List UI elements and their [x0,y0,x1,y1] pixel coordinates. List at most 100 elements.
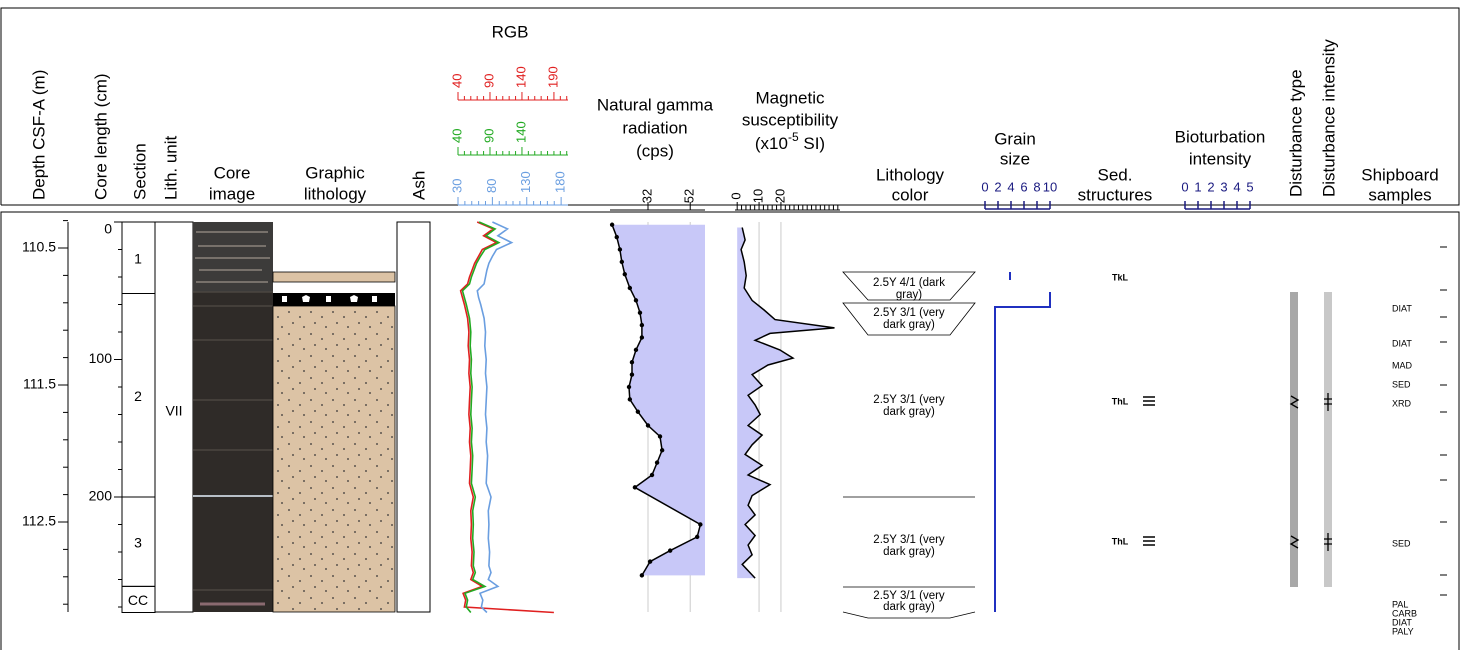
gamma-point [647,559,653,564]
column-header: lithology [304,184,367,203]
rgb-tick-label: 90 [481,129,496,143]
rgb-curve [459,221,554,614]
lithology-color-text: 2.5Y 4/1 (dark [873,277,945,289]
bioturbation-tick-label: 1 [1194,179,1201,194]
column-header: Lith. unit [161,135,180,200]
sample-label: XRD [1392,398,1412,408]
column-header: Sed. [1098,165,1133,184]
sed-structure: ThL [1112,396,1129,406]
gamma-point [633,298,639,303]
column-header: RGB [492,22,529,41]
section-label: 1 [134,250,142,266]
column-header: intensity [1189,149,1252,168]
gamma-point [637,310,643,315]
rgb-tick-label: 90 [481,74,496,88]
bioturbation-tick-label: 2 [1207,179,1214,194]
gamma-point [639,573,645,578]
bioturbation-tick-label: 0 [1181,179,1188,194]
lithology-color-text: dark gray) [883,406,935,418]
section-label: 2 [134,388,142,404]
depth-label: 111.5 [23,376,56,392]
column-header: Bioturbation [1175,127,1266,146]
lith-unit-label: VII [165,403,182,419]
gamma-fill [612,224,705,576]
rgb-tick-label: 80 [484,179,499,193]
gamma-point [614,234,619,240]
column-header: structures [1078,185,1153,204]
disturbance-intensity-symbol [1324,393,1332,551]
depth-label: 112.5 [22,513,56,529]
rgb-tick-label: 140 [513,66,528,88]
bioturbation-tick-label: 5 [1246,179,1253,194]
gamma-point [698,522,703,527]
grain_size-tick-label: 0 [981,179,988,194]
column-header: color [892,185,929,204]
disturbance-symbol [1289,395,1300,549]
unit-exponent: -5 [788,130,799,144]
gamma-point [635,409,641,414]
section-column [121,222,156,612]
disturbance-intensity-bar [1324,292,1332,587]
column-header: image [209,184,255,203]
gamma-point [667,548,673,553]
column-header: Grain [994,129,1036,148]
column-header: Natural gamma [597,95,714,114]
unit-part: (x10 [755,134,788,153]
gamma-point [629,360,635,365]
length-label: 0 [104,221,112,237]
lithology-color-text: dark gray) [883,319,935,331]
column-header: Ash [409,171,428,200]
ms-fill [737,227,835,579]
column-header: (cps) [636,141,674,160]
grain_size-tick-label: 4 [1007,179,1014,194]
section-box [121,585,156,613]
sample-label: PAL [1392,599,1408,609]
lithology-color-text: gray) [896,289,922,301]
rgb-tick-label: 40 [449,74,464,88]
column-header: radiation [622,118,687,137]
sample-label: DIAT [1392,303,1412,313]
rgb-tick-label: 30 [449,179,464,193]
gamma-point [622,272,627,277]
ms-tick-label: 10 [751,189,766,203]
core-image [193,222,273,612]
gamma-point [694,534,700,540]
rgb-tick-label: 190 [545,66,560,88]
sample-ticks [1440,246,1447,596]
gamma-point [659,448,665,453]
sample-label: SED [1392,538,1411,548]
rgb-curve [476,221,514,614]
length-label: 100 [89,350,113,366]
column-header: Lithology [876,165,945,184]
lithology-color-text: dark gray) [883,601,935,613]
gamma-point [627,285,633,291]
gamma-point [654,460,660,465]
gamma-point [649,472,655,478]
gamma-point [645,423,651,428]
gamma-point [639,322,645,328]
gamma-point [657,434,663,439]
depth-label: 110.5 [22,239,56,255]
lithology-color-text: 2.5Y 3/1 (very [873,394,945,406]
column-header: Graphic [305,163,365,182]
grain-size-line [994,272,1051,612]
column-header: Core length (cm) [91,73,110,200]
gamma-point [639,335,645,340]
section-label: CC [128,592,148,608]
length-label: 200 [89,488,113,504]
rgb-tick-label: 140 [513,121,528,143]
gamma-point [629,372,635,377]
ms-tick-label: 0 [729,192,744,199]
rgb-tick-label: 40 [449,129,464,143]
gamma-point [617,247,623,252]
gamma-point [633,347,639,353]
column-header: Magnetic [756,88,825,107]
rgb-curve [461,221,501,614]
sample-label: MAD [1392,360,1413,370]
grain_size-tick-label: 8 [1033,179,1040,194]
bioturbation-tick-label: 3 [1220,179,1227,194]
sample-label: CARB [1392,608,1417,618]
gamma-tick-label: 52 [682,189,697,203]
grain_size-tick-label: 2 [994,179,1001,194]
